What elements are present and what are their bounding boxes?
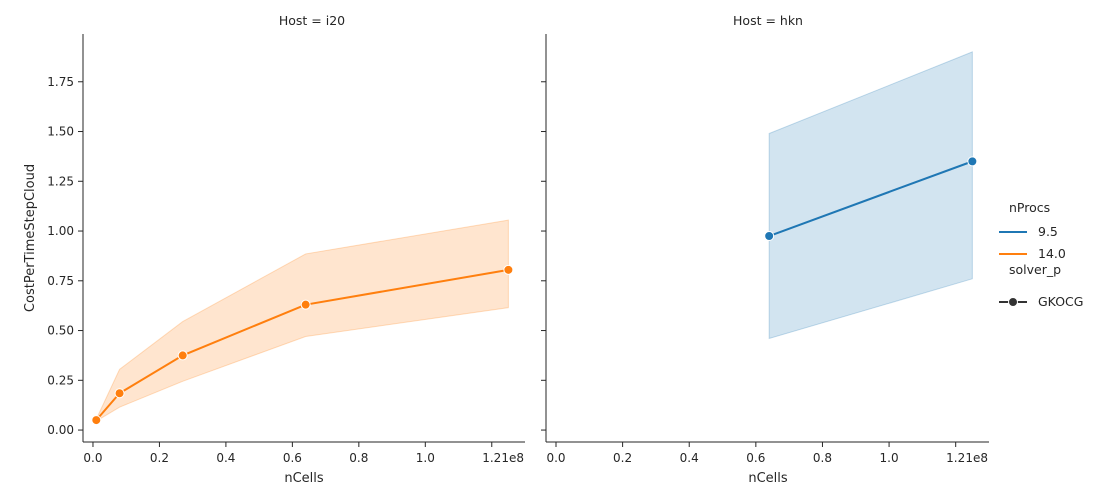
y-tick-label: 0.75 [47,274,74,288]
facet-panel-hkn: Host = hkn 0.0 0.2 0.4 0.6 0.8 1.0 1.2 nCells … [541,13,989,486]
y-tick-label: 0.50 [47,324,74,338]
legend-hue-title: nProcs [1009,200,1050,215]
x-tick-label: 0.4 [680,451,699,465]
x-tick-label: 1.2 [946,451,965,465]
x-tick-label: 1.0 [880,451,899,465]
x-axis-label: nCells [284,471,324,486]
data-point [177,350,188,361]
data-point [503,264,514,275]
legend-entry-14.0: 14.0 [999,246,1066,261]
facet-panel-i20: Host = i20 0.0 0.2 0.4 0.6 0.8 1.0 1.2 0.00 0.2… [23,13,525,486]
y-tick-label: 1.75 [47,75,74,89]
x-offset-text: 1e8 [501,451,524,465]
series-line [768,160,973,237]
legend-label: 14.0 [1038,246,1066,261]
data-point [114,388,125,399]
x-tick-label: 0.4 [216,451,235,465]
panel-title-i20: Host = i20 [279,13,345,28]
x-tick-label: 1.0 [416,451,435,465]
y-axis-label: CostPerTimeStepCloud [23,164,38,312]
x-tick-label: 0.2 [613,451,632,465]
x-tick-label: 0.8 [813,451,832,465]
legend: nProcs 9.5 14.0 solver_p GKOCG [999,200,1083,309]
x-tick-label: 0.0 [83,451,102,465]
data-point [764,231,775,242]
legend-entry-9.5: 9.5 [999,224,1058,239]
legend-label: 9.5 [1038,224,1058,239]
x-offset-text: 1e8 [965,451,988,465]
x-tick-label: 0.2 [150,451,169,465]
y-tick-label: 1.50 [47,125,74,139]
y-tick-label: 1.25 [47,174,74,188]
x-tick-label: 0.6 [283,451,302,465]
legend-marker [1008,297,1018,307]
y-tick-label: 0.00 [47,423,74,437]
y-tick-label: 0.25 [47,373,74,387]
data-point [967,156,978,167]
x-tick-label: 0.6 [746,451,765,465]
panel-title-hkn: Host = hkn [733,13,803,28]
x-tick-label: 0.8 [349,451,368,465]
x-tick-label: 0.0 [546,451,565,465]
data-point [300,299,311,310]
y-tick-label: 1.00 [47,224,74,238]
legend-entry-gkocg: GKOCG [999,294,1083,309]
legend-style-title: solver_p [1009,262,1061,277]
data-point [91,415,102,426]
x-tick-label: 1.2 [482,451,501,465]
legend-label: GKOCG [1038,294,1083,309]
x-axis-label: nCells [748,471,788,486]
confidence-band [95,219,509,422]
confidence-band [768,51,973,340]
